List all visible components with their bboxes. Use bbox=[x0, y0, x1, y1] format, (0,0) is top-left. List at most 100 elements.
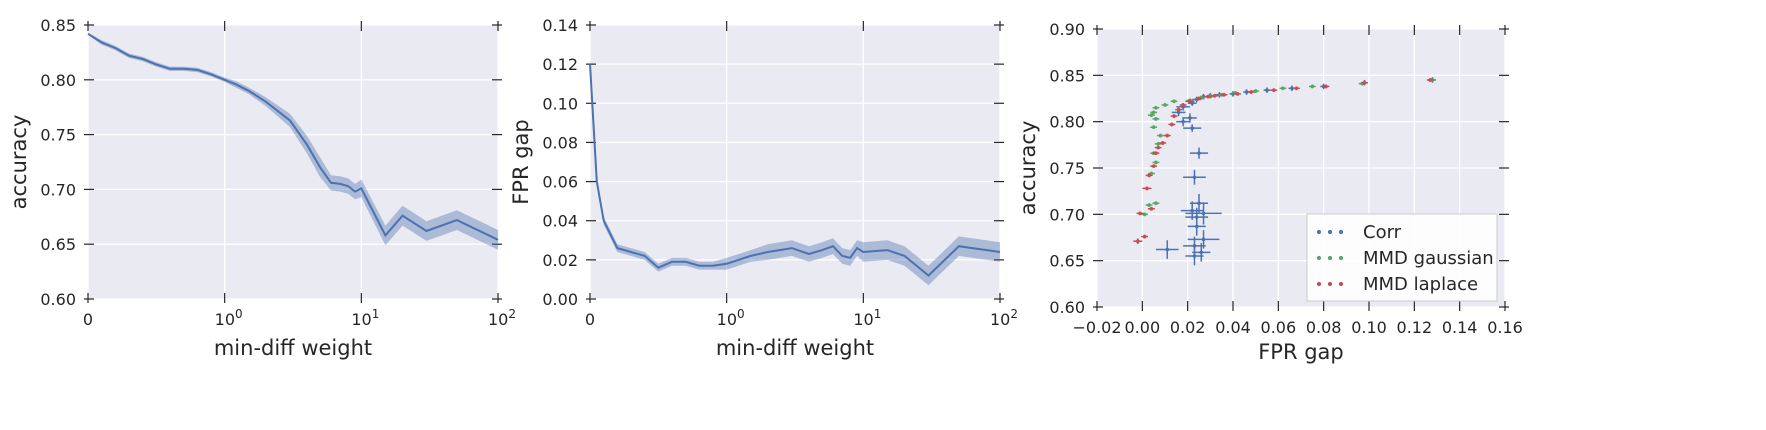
y-tick-label: 0.14 bbox=[542, 16, 578, 35]
mmd-gaussian-marker bbox=[1147, 203, 1151, 207]
legend: Corr MMD gaussian MMD laplace bbox=[1306, 213, 1498, 302]
y-axis-label: accuracy bbox=[7, 115, 31, 210]
corr-marker bbox=[1192, 244, 1197, 248]
mmd-gaussian-point bbox=[1279, 86, 1287, 91]
y-axis-label: FPR gap bbox=[509, 119, 533, 205]
mmd-laplace-point bbox=[1186, 99, 1194, 104]
x-tick-label: 0.16 bbox=[1487, 318, 1523, 337]
mmd-laplace-point bbox=[1247, 90, 1255, 94]
corr-point bbox=[1187, 217, 1206, 236]
mmd-laplace-marker bbox=[1181, 103, 1185, 107]
legend-label: MMD gaussian bbox=[1363, 248, 1494, 269]
corr-point bbox=[1189, 193, 1209, 213]
mmd-gaussian-point bbox=[1157, 133, 1164, 138]
mmd-laplace-point bbox=[1270, 88, 1278, 93]
legend-marker bbox=[1327, 229, 1333, 235]
mmd-gaussian-marker bbox=[1149, 113, 1154, 117]
mmd-laplace-marker bbox=[1188, 99, 1192, 104]
x-tick-label: 102 bbox=[990, 307, 1018, 329]
mmd-laplace-point bbox=[1136, 211, 1144, 216]
mmd-laplace-marker bbox=[1147, 173, 1151, 178]
mmd-laplace-marker bbox=[1213, 93, 1217, 98]
mmd-gaussian-point bbox=[1152, 160, 1160, 165]
x-tick-exponent: 0 bbox=[737, 307, 745, 321]
y-tick-label: 0.65 bbox=[40, 235, 76, 254]
y-tick-label: 0.80 bbox=[40, 71, 76, 90]
x-tick-label: 100 bbox=[215, 307, 243, 329]
mmd-laplace-point bbox=[1152, 151, 1160, 156]
mmd-gaussian-point bbox=[1148, 113, 1155, 118]
x-tick-label: 0 bbox=[83, 310, 93, 329]
x-tick-label: 101 bbox=[853, 307, 881, 329]
y-tick-label: 0.80 bbox=[1049, 113, 1085, 132]
legend-marker bbox=[1338, 255, 1344, 261]
x-tick-label: 0.00 bbox=[1125, 318, 1161, 337]
corr-point bbox=[1176, 117, 1190, 127]
corr-marker bbox=[1201, 211, 1206, 216]
corr-marker bbox=[1192, 254, 1197, 258]
y-tick-label: 0.65 bbox=[1049, 252, 1085, 271]
x-tick-label: 0.04 bbox=[1215, 318, 1251, 337]
corr-point bbox=[1183, 169, 1206, 185]
mmd-gaussian-marker bbox=[1158, 133, 1163, 138]
mmd-laplace-point bbox=[1170, 114, 1178, 118]
legend-marker bbox=[1338, 229, 1344, 235]
mmd-gaussian-point bbox=[1150, 110, 1158, 115]
y-tick-label: 0.85 bbox=[40, 16, 76, 35]
y-tick-label: 0.75 bbox=[1049, 159, 1085, 178]
mmd-gaussian-marker bbox=[1142, 212, 1147, 217]
mmd-gaussian-marker bbox=[1154, 117, 1158, 121]
series-line bbox=[87, 32, 499, 241]
x-axis-label: FPR gap bbox=[1258, 340, 1344, 364]
mmd-laplace-point bbox=[1175, 107, 1182, 112]
mmd-laplace-point bbox=[1168, 122, 1176, 127]
legend-box bbox=[1306, 213, 1498, 302]
mmd-laplace-marker bbox=[1151, 164, 1156, 168]
mmd-laplace-marker bbox=[1222, 92, 1226, 97]
corr-marker bbox=[1290, 86, 1294, 91]
corr-marker bbox=[1194, 224, 1199, 229]
legend-marker bbox=[1327, 281, 1333, 287]
mmd-gaussian-point bbox=[1152, 201, 1160, 206]
mmd-gaussian-point bbox=[1252, 89, 1260, 93]
mmd-laplace-point bbox=[1163, 133, 1171, 138]
mmd-gaussian-point bbox=[1141, 212, 1148, 217]
x-tick-label: 0.10 bbox=[1351, 318, 1387, 337]
accuracy-vs-min-diff-weight-chart: 0.600.650.700.750.800.850 100 101 102min-di… bbox=[7, 16, 516, 360]
mmd-gaussian-point bbox=[1170, 99, 1178, 104]
corr-marker bbox=[1190, 208, 1194, 213]
legend-label: MMD laplace bbox=[1363, 274, 1478, 295]
mmd-gaussian-marker bbox=[1163, 103, 1167, 107]
corr-point bbox=[1263, 87, 1271, 93]
mmd-laplace-point bbox=[1148, 206, 1155, 211]
mmd-gaussian-marker bbox=[1253, 89, 1258, 93]
mmd-gaussian-marker bbox=[1310, 84, 1315, 89]
mmd-laplace-marker bbox=[1235, 92, 1240, 96]
x-axis-label: min-diff weight bbox=[214, 336, 372, 360]
mmd-laplace-marker bbox=[1138, 211, 1142, 216]
corr-marker bbox=[1188, 116, 1192, 120]
mmd-gaussian-marker bbox=[1154, 105, 1158, 110]
mmd-gaussian-marker bbox=[1281, 86, 1285, 91]
mmd-laplace-marker bbox=[1149, 206, 1154, 211]
mmd-gaussian-point bbox=[1152, 117, 1160, 121]
mmd-laplace-point bbox=[1141, 234, 1148, 239]
y-tick-label: 0.90 bbox=[1049, 20, 1085, 39]
x-tick-label: 0.12 bbox=[1397, 318, 1433, 337]
mmd-laplace-marker bbox=[1136, 239, 1140, 244]
plot-area bbox=[590, 25, 1000, 299]
corr-point bbox=[1155, 240, 1179, 259]
mmd-laplace-marker bbox=[1172, 114, 1176, 118]
x-tick-label: 0.06 bbox=[1261, 318, 1297, 337]
x-tick-exponent: 1 bbox=[874, 307, 882, 321]
mmd-laplace-marker bbox=[1142, 234, 1147, 239]
mmd-gaussian-marker bbox=[1156, 142, 1160, 146]
mmd-laplace-point bbox=[1133, 238, 1143, 244]
y-tick-label: 0.00 bbox=[542, 290, 578, 309]
mmd-laplace-point bbox=[1179, 103, 1187, 107]
confidence-band bbox=[88, 32, 498, 250]
mmd-laplace-marker bbox=[1165, 133, 1170, 138]
mmd-laplace-marker bbox=[1362, 80, 1367, 85]
mmd-laplace-point bbox=[1322, 84, 1330, 89]
